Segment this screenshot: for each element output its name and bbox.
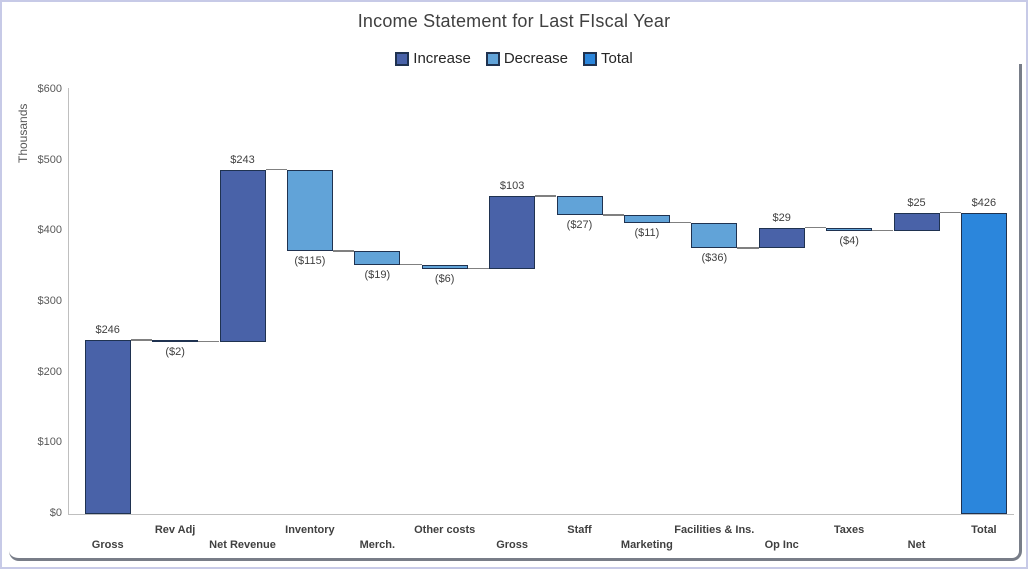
x-category-label: Gross xyxy=(91,539,124,551)
bar-value-label: ($36) xyxy=(701,252,728,265)
waterfall-bar-net[interactable] xyxy=(893,212,940,231)
waterfall-bar-op-inc[interactable] xyxy=(758,227,805,249)
waterfall-bar-net-revenue[interactable] xyxy=(219,169,266,342)
legend-label: Increase xyxy=(413,50,471,67)
waterfall-bar-merch-[interactable] xyxy=(354,251,401,265)
chart-legend: Increase Decrease Total xyxy=(2,50,1026,67)
x-category-label: Op Inc xyxy=(764,539,799,551)
y-tick-label: $500 xyxy=(37,153,62,166)
y-axis-line xyxy=(68,88,69,515)
bar-value-label: ($6) xyxy=(434,272,455,285)
connector-line xyxy=(198,340,220,343)
bar-value-label: ($115) xyxy=(294,255,326,268)
x-category-label: Other costs xyxy=(414,524,476,536)
bar-value-label: $243 xyxy=(230,153,255,166)
waterfall-bar-gross[interactable] xyxy=(489,196,536,269)
y-tick-label: $100 xyxy=(37,436,62,449)
waterfall-bar-inventory[interactable] xyxy=(286,169,333,252)
waterfall-bar-marketing[interactable] xyxy=(623,215,670,223)
connector-line xyxy=(400,263,422,266)
legend-item-increase[interactable]: Increase xyxy=(395,50,471,67)
x-category-label: Staff xyxy=(567,524,592,536)
chart-title: Income Statement for Last FIscal Year xyxy=(357,11,671,31)
waterfall-bar-taxes[interactable] xyxy=(826,227,873,231)
connector-line xyxy=(939,211,961,214)
waterfall-bar-rev-adj[interactable] xyxy=(152,340,199,343)
connector-line xyxy=(602,214,624,216)
x-category-label: Taxes xyxy=(833,524,865,536)
y-tick-label: $300 xyxy=(37,295,62,307)
connector-line xyxy=(872,229,894,232)
x-category-label: Facilities & Ins. xyxy=(674,524,755,536)
legend-marker-increase-icon xyxy=(395,51,410,66)
waterfall-bar-gross[interactable] xyxy=(84,340,131,514)
legend-marker-total-icon xyxy=(583,51,598,66)
connector-line xyxy=(804,226,827,229)
waterfall-bar-total[interactable] xyxy=(960,212,1007,514)
x-category-label: Inventory xyxy=(285,524,335,536)
window-shadow-frame xyxy=(9,64,1022,561)
connector-line xyxy=(130,339,153,341)
x-category-label: Marketing xyxy=(620,539,673,551)
bar-value-label: $29 xyxy=(772,211,791,224)
legend-label: Total xyxy=(601,50,633,67)
bar-value-label: $246 xyxy=(95,324,120,337)
x-category-label: Merch. xyxy=(359,539,396,551)
connector-line xyxy=(669,221,692,224)
x-category-label: Net xyxy=(907,539,926,551)
y-tick-label: $600 xyxy=(37,83,62,95)
x-category-label: Gross xyxy=(496,539,528,551)
x-category-label: Rev Adj xyxy=(154,524,196,536)
connector-line xyxy=(332,250,355,252)
y-tick-label: $0 xyxy=(49,507,62,519)
connector-line xyxy=(535,195,557,197)
bar-value-label: ($11) xyxy=(634,226,660,239)
connector-line xyxy=(265,168,287,171)
x-category-label: Total xyxy=(971,524,997,536)
legend-marker-decrease-icon xyxy=(485,51,500,66)
bar-value-label: $103 xyxy=(499,180,525,192)
waterfall-bar-other-costs[interactable] xyxy=(421,264,468,269)
legend-label: Decrease xyxy=(503,50,569,67)
bar-value-label: ($27) xyxy=(566,219,593,232)
bar-value-label: ($4) xyxy=(839,234,859,247)
y-tick-label: $200 xyxy=(37,365,62,378)
x-category-label: Net Revenue xyxy=(209,539,276,551)
x-axis-line xyxy=(68,514,1014,515)
connector-line xyxy=(737,247,759,249)
waterfall-bar-facilities-ins-[interactable] xyxy=(691,222,738,249)
waterfall-bar-staff[interactable] xyxy=(556,196,603,216)
connector-line xyxy=(467,267,490,270)
bar-value-label: $426 xyxy=(971,196,997,209)
bar-value-label: ($19) xyxy=(364,268,391,281)
y-tick-label: $400 xyxy=(37,224,62,237)
bar-value-label: $25 xyxy=(907,196,926,209)
legend-item-decrease[interactable]: Decrease xyxy=(485,50,569,67)
legend-item-total[interactable]: Total xyxy=(583,50,633,67)
bar-value-label: ($2) xyxy=(165,345,185,358)
